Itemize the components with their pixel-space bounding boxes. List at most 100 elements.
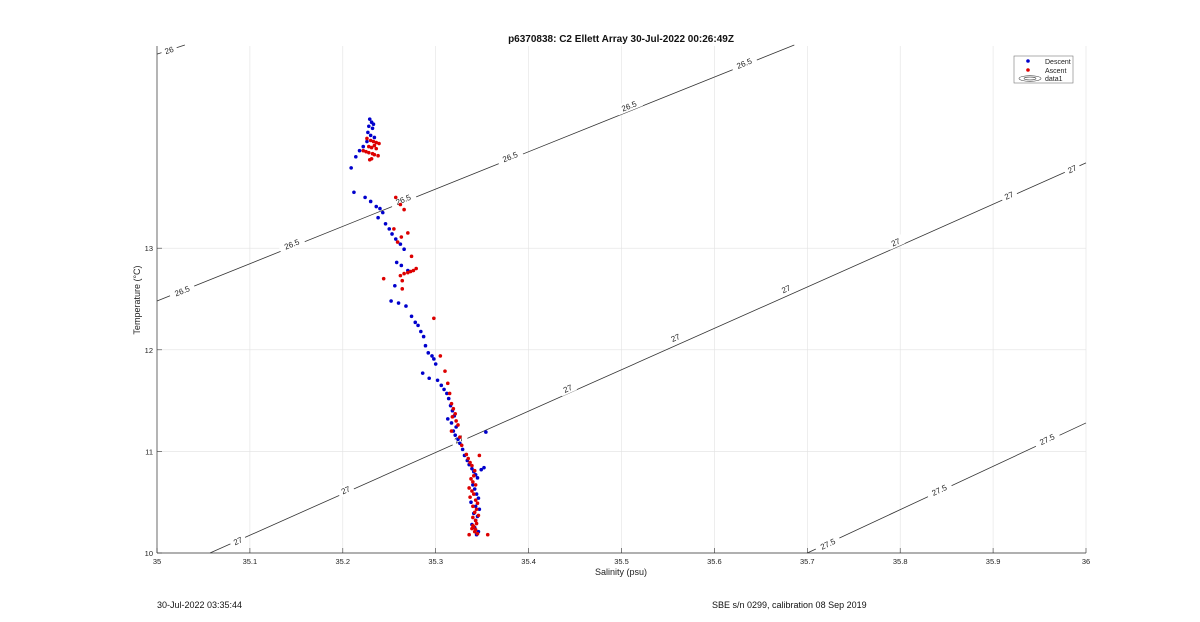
descent-point [380,210,385,215]
ascent-point [406,270,410,275]
x-tick-label: 36 [1082,557,1090,566]
descent-point [363,195,367,200]
descent-point [476,496,481,500]
descent-point [396,301,401,305]
contour-label-bg [496,147,524,167]
contour-label: 27 [1003,190,1015,202]
ascent-point [411,268,416,273]
density-contours: 2626.526.526.526.526.526.527272727272727… [156,42,1087,554]
descent-point [354,154,358,159]
descent-point [435,378,440,383]
contour-label-bg [558,380,577,397]
contour-label-bg [615,96,643,116]
legend-contour-icon [1018,75,1042,82]
ascent-point [451,406,456,411]
contour-label-bg [1033,429,1061,450]
ascent-point [453,412,458,416]
contour-label-group: 27 [776,281,796,297]
descent-point [416,323,420,328]
x-tick-label: 35.9 [986,557,1001,566]
ascent-point [471,515,475,520]
descent-point [374,204,379,209]
descent-point [371,122,376,127]
ascent-point [467,532,471,537]
ascent-point [485,532,490,537]
y-axis-label: Temperature (°C) [132,265,142,334]
y-tick-label: 10 [145,549,153,558]
ascent-point [374,146,379,151]
ascent-point [406,231,410,235]
ascent-point [470,489,474,493]
ascent-point [399,235,404,239]
ascent-point [443,369,447,373]
descent-point [474,492,479,496]
descent-point [421,334,426,339]
density-contour-line [156,44,795,302]
ascent-point [473,483,478,487]
contour-label-bg [925,479,954,501]
descent-point [372,135,377,140]
descent-point [442,387,446,392]
contour-label-bg [277,234,306,254]
ascent-point [471,480,475,484]
ascent-point [377,141,381,146]
ascent-point [477,453,482,458]
ascent-point [372,152,377,157]
ascent-point [400,278,405,283]
x-tick-label: 35 [153,557,161,566]
x-axis-label: Salinity (psu) [595,567,647,577]
legend-data1-label: data1 [1045,76,1063,83]
ascent-point [471,523,475,528]
ascent-point [438,354,443,358]
descent-point [426,351,431,355]
ascent-point [456,423,460,427]
ascent-point [368,138,373,143]
descent-point [393,283,397,288]
ascent-point [400,287,405,291]
contour-label-group: 27 [999,187,1019,204]
contour-label-group: 27 [886,234,905,250]
ascent-point [371,139,376,144]
contour-label-group: 27 [666,329,685,346]
ascent-point [458,435,462,439]
chart-title: p6370838: C2 Ellett Array 30-Jul-2022 00… [508,34,734,45]
contour-label-bg [730,53,759,73]
contour-label-bg [336,482,355,498]
ascent-point [376,153,380,158]
descent-point [482,465,486,470]
descent-point [473,504,478,509]
ascent-point [459,443,464,448]
footer-timestamp: 30-Jul-2022 03:35:44 [157,600,243,610]
ascent-point [471,492,476,496]
contour-label-bg [886,234,905,250]
y-tick-label: 12 [145,346,153,355]
ascent-point [374,140,379,145]
contour-label-bg [1062,161,1082,177]
descent-point [393,237,398,241]
descent-point [470,466,474,471]
descent-point [439,383,444,388]
descent-point [352,190,356,195]
descent-point [419,329,423,334]
descent-point [399,263,404,268]
ascent-point [392,227,396,231]
contour-label-bg [159,42,179,58]
ascent-point [470,463,474,468]
contour-label: 26 [164,45,176,56]
x-tick-label: 35.8 [893,557,908,566]
descent-point [433,362,438,366]
descent-point [446,396,451,401]
contour-label-bg [168,281,197,301]
descent-point [475,476,480,480]
ascent-point [367,144,371,149]
descent-point [471,483,475,487]
ascent-point [449,401,454,406]
ascent-point [369,145,374,150]
descent-point [398,242,403,246]
ascent-point [445,381,450,386]
ascent-point [475,531,480,536]
data-points [349,117,490,537]
ascent-point [367,150,371,155]
ascent-point [395,240,400,244]
